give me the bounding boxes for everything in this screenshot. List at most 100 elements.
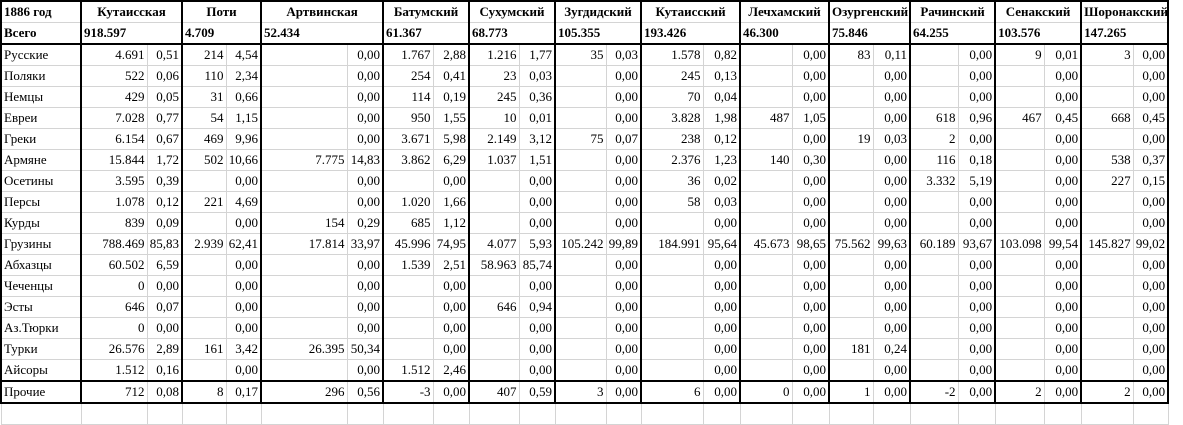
percent-cell[interactable]: 0,00 <box>347 108 383 129</box>
count-cell[interactable] <box>182 171 226 192</box>
percent-cell[interactable]: 0,00 <box>433 339 469 360</box>
percent-cell[interactable]: 0,06 <box>147 66 182 87</box>
percent-cell[interactable]: 0,00 <box>347 255 383 276</box>
percent-cell[interactable]: 0,00 <box>1044 213 1081 234</box>
empty-cell[interactable] <box>383 403 433 425</box>
count-cell[interactable]: 2 <box>1081 381 1133 403</box>
count-cell[interactable]: 103.098 <box>995 234 1044 255</box>
count-cell[interactable] <box>740 213 792 234</box>
ethnic-group-label-cell[interactable]: Чеченцы <box>1 276 81 297</box>
count-cell[interactable] <box>469 339 519 360</box>
percent-cell[interactable]: 0,00 <box>433 171 469 192</box>
count-cell[interactable]: 181 <box>829 339 873 360</box>
percent-cell[interactable]: 4,54 <box>226 44 261 66</box>
percent-cell[interactable]: 0,19 <box>433 87 469 108</box>
percent-cell[interactable]: 0,07 <box>606 129 641 150</box>
empty-cell[interactable] <box>641 403 703 425</box>
percent-cell[interactable]: 0,18 <box>958 150 995 171</box>
count-cell[interactable] <box>1081 297 1133 318</box>
ethnic-group-label-cell[interactable]: Персы <box>1 192 81 213</box>
district-header-cell[interactable]: Сенакский <box>995 1 1081 23</box>
count-cell[interactable] <box>555 276 606 297</box>
percent-cell[interactable]: 5,19 <box>958 171 995 192</box>
district-header-cell[interactable]: Сухумский <box>469 1 555 23</box>
count-cell[interactable] <box>740 192 792 213</box>
count-cell[interactable] <box>261 44 347 66</box>
count-cell[interactable] <box>469 213 519 234</box>
count-cell[interactable]: 1.767 <box>383 44 433 66</box>
count-cell[interactable]: 31 <box>182 87 226 108</box>
percent-cell[interactable]: 0,00 <box>792 87 829 108</box>
count-cell[interactable] <box>995 276 1044 297</box>
count-cell[interactable] <box>995 171 1044 192</box>
percent-cell[interactable]: 1,05 <box>792 108 829 129</box>
percent-cell[interactable]: 6,59 <box>147 255 182 276</box>
count-cell[interactable] <box>555 171 606 192</box>
percent-cell[interactable]: 0,00 <box>792 276 829 297</box>
percent-cell[interactable]: 0,00 <box>1044 318 1081 339</box>
count-cell[interactable] <box>740 360 792 382</box>
percent-cell[interactable]: 3,12 <box>519 129 555 150</box>
count-cell[interactable]: 668 <box>1081 108 1133 129</box>
percent-cell[interactable]: 0,00 <box>1044 192 1081 213</box>
count-cell[interactable]: 36 <box>641 171 703 192</box>
count-cell[interactable] <box>829 360 873 382</box>
percent-cell[interactable]: 0,00 <box>792 171 829 192</box>
percent-cell[interactable]: 14,83 <box>347 150 383 171</box>
percent-cell[interactable]: 0,00 <box>1044 297 1081 318</box>
percent-cell[interactable]: 0,05 <box>147 87 182 108</box>
district-total-cell[interactable]: 75.846 <box>829 23 910 45</box>
count-cell[interactable] <box>469 318 519 339</box>
percent-cell[interactable]: 0,00 <box>1133 276 1168 297</box>
empty-cell[interactable] <box>873 403 910 425</box>
count-cell[interactable] <box>829 171 873 192</box>
percent-cell[interactable]: 0,00 <box>792 44 829 66</box>
count-cell[interactable] <box>910 66 958 87</box>
percent-cell[interactable]: 0,37 <box>1133 150 1168 171</box>
empty-cell[interactable] <box>519 403 555 425</box>
percent-cell[interactable]: 0,00 <box>226 213 261 234</box>
ethnic-group-label-cell[interactable]: Евреи <box>1 108 81 129</box>
percent-cell[interactable]: 0,56 <box>347 381 383 403</box>
percent-cell[interactable]: 10,66 <box>226 150 261 171</box>
percent-cell[interactable]: 0,00 <box>873 297 910 318</box>
count-cell[interactable] <box>829 297 873 318</box>
count-cell[interactable]: 245 <box>469 87 519 108</box>
count-cell[interactable] <box>1081 276 1133 297</box>
count-cell[interactable]: 467 <box>995 108 1044 129</box>
percent-cell[interactable]: 0,41 <box>433 66 469 87</box>
percent-cell[interactable]: 0,00 <box>1044 339 1081 360</box>
percent-cell[interactable]: 0,00 <box>606 381 641 403</box>
count-cell[interactable] <box>1081 66 1133 87</box>
count-cell[interactable] <box>641 339 703 360</box>
percent-cell[interactable]: 0,00 <box>606 276 641 297</box>
ethnic-group-label-cell[interactable]: Абхазцы <box>1 255 81 276</box>
district-header-cell[interactable]: Батумский <box>383 1 469 23</box>
percent-cell[interactable]: 0,00 <box>873 318 910 339</box>
count-cell[interactable] <box>261 192 347 213</box>
percent-cell[interactable]: 0,00 <box>703 339 740 360</box>
percent-cell[interactable]: 0,45 <box>1133 108 1168 129</box>
percent-cell[interactable]: 0,03 <box>703 192 740 213</box>
percent-cell[interactable]: 0,77 <box>147 108 182 129</box>
empty-cell[interactable] <box>347 403 383 425</box>
percent-cell[interactable]: 0,00 <box>147 318 182 339</box>
ethnic-group-label-cell[interactable]: Аз.Тюрки <box>1 318 81 339</box>
percent-cell[interactable]: 5,93 <box>519 234 555 255</box>
count-cell[interactable] <box>910 318 958 339</box>
count-cell[interactable] <box>261 129 347 150</box>
district-header-cell[interactable]: Артвинская <box>261 1 383 23</box>
empty-cell[interactable] <box>81 403 147 425</box>
count-cell[interactable]: 19 <box>829 129 873 150</box>
percent-cell[interactable]: 85,74 <box>519 255 555 276</box>
percent-cell[interactable]: 2,88 <box>433 44 469 66</box>
count-cell[interactable]: 114 <box>383 87 433 108</box>
count-cell[interactable] <box>995 87 1044 108</box>
count-cell[interactable]: 0 <box>740 381 792 403</box>
district-total-cell[interactable]: 61.367 <box>383 23 469 45</box>
count-cell[interactable]: 7.028 <box>81 108 147 129</box>
percent-cell[interactable]: 0,00 <box>873 276 910 297</box>
ethnic-group-label-cell[interactable]: Эсты <box>1 297 81 318</box>
count-cell[interactable]: 75.562 <box>829 234 873 255</box>
percent-cell[interactable]: 1,12 <box>433 213 469 234</box>
